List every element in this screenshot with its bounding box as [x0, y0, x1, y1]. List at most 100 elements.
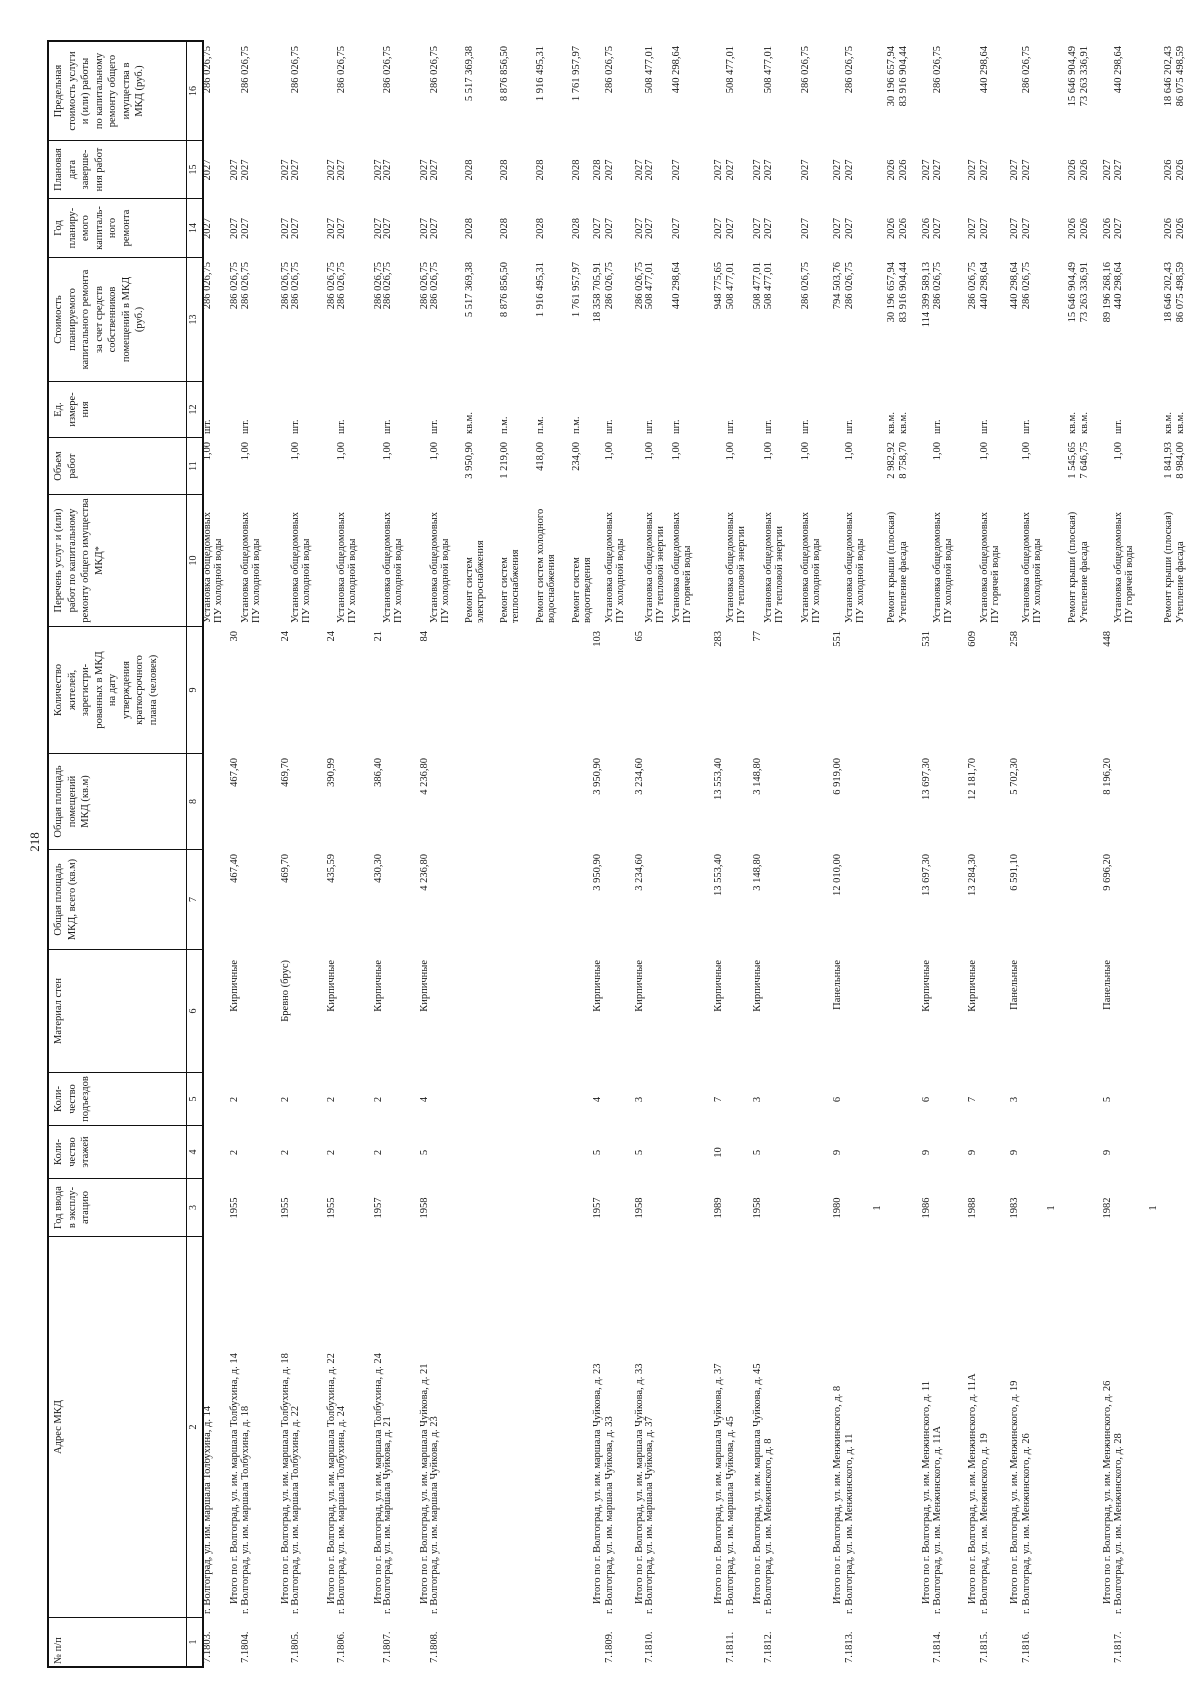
- record-number: 7.1807.: [382, 1631, 393, 1664]
- work-plan-date: 2028: [571, 159, 582, 181]
- work-limit-cost: 508 477,01: [644, 46, 655, 94]
- header-cell-col-4: Коли- чество этажей: [48, 1125, 187, 1179]
- record-address: г. Волгоград, ул. им. маршала Чуйкова, д…: [382, 1416, 393, 1614]
- work-unit: кв.м.: [1175, 412, 1186, 434]
- record-note: 1: [1046, 1205, 1057, 1211]
- work-plan-date: 2026: [1079, 159, 1090, 181]
- header-cell-col-14: Год планиру- емого капиталь- ного ремонт…: [48, 198, 187, 258]
- work-cost: 286 026,75: [604, 262, 615, 310]
- record-address: г. Волгоград, ул. им. Менжинского, д. 26: [1021, 1433, 1032, 1614]
- work-limit-cost: 508 477,01: [763, 46, 774, 94]
- work-limit-cost: 286 026,75: [604, 46, 615, 94]
- work-cost: 286 026,75: [382, 262, 393, 310]
- work-limit-cost: 1 761 957,97: [571, 46, 582, 102]
- work-volume: 1,00: [844, 442, 855, 461]
- work-year: 2027: [725, 218, 736, 239]
- work-volume: 418,00: [535, 442, 546, 471]
- work-cost: 286 026,75: [429, 262, 440, 310]
- work-cost: 1 916 495,31: [535, 262, 546, 318]
- work-unit: кв.м.: [1079, 412, 1090, 434]
- work-cost: 508 477,01: [725, 262, 736, 310]
- work-volume: 1,00: [290, 442, 301, 461]
- work-unit: шт.: [979, 419, 990, 434]
- record-number: 7.1805.: [290, 1631, 301, 1664]
- work-plan-date: 2027: [240, 159, 251, 181]
- work-limit-cost: 1 916 495,31: [535, 46, 546, 102]
- work-volume: 3 950,90: [464, 442, 475, 479]
- record-address: г. Волгоград, ул. им. маршала Чуйкова, д…: [604, 1416, 615, 1614]
- work-unit: п.м.: [499, 416, 510, 434]
- work-volume: 8 758,70: [898, 442, 909, 479]
- work-year: 2026: [1175, 218, 1186, 239]
- work-year: 2027: [644, 218, 655, 239]
- work-limit-cost: 440 298,64: [979, 46, 990, 94]
- record-number: 7.1817.: [1113, 1631, 1124, 1664]
- work-year: 2026: [898, 218, 909, 239]
- work-unit: шт.: [290, 419, 301, 434]
- record-address: г. Волгоград, ул. им. Менжинского, д. 11…: [932, 1426, 943, 1614]
- work-plan-date: 2027: [290, 159, 301, 181]
- record-number: 7.1814.: [932, 1631, 943, 1664]
- work-year: 2026: [1079, 218, 1090, 239]
- work-plan-date: 2027: [382, 159, 393, 181]
- work-cost: 8 876 856,50: [499, 262, 510, 318]
- work-year: 2028: [499, 218, 510, 239]
- work-cost: 286 026,75: [1021, 262, 1032, 310]
- work-year: 2027: [382, 218, 393, 239]
- work-cost: 440 298,64: [979, 262, 990, 310]
- work-volume: 1,00: [763, 442, 774, 461]
- work-year: 2027: [240, 218, 251, 239]
- work-cost: 286 026,75: [800, 262, 811, 310]
- record-address: г. Волгоград, ул. им. маршала Толбухина,…: [240, 1405, 251, 1614]
- work-plan-date: 2027: [202, 159, 213, 181]
- work-unit: шт.: [671, 419, 682, 434]
- work-volume: 1,00: [1021, 442, 1032, 461]
- work-cost: 440 298,64: [1113, 262, 1124, 310]
- record-address: г. Волгоград, ул. им. Менжинского, д. 28: [1113, 1433, 1124, 1614]
- record-note: 1: [872, 1205, 883, 1211]
- work-cost: 440 298,64: [671, 262, 682, 310]
- work-plan-date: 2027: [604, 159, 615, 181]
- work-limit-cost: 286 026,75: [844, 46, 855, 94]
- work-year: 2027: [844, 218, 855, 239]
- record-address: г. Волгоград, ул. им. Менжинского, д. 8: [763, 1438, 774, 1614]
- record-address: г. Волгоград, ул. им. маршала Чуйкова, д…: [429, 1416, 440, 1614]
- record-address: г. Волгоград, ул. им. маршала Чуйкова, д…: [725, 1416, 736, 1614]
- work-limit-cost: 440 298,64: [671, 46, 682, 94]
- work-volume: 7 646,75: [1079, 442, 1090, 479]
- work-plan-date: 2026: [1175, 159, 1186, 181]
- record-address: г. Волгоград, ул. им. Менжинского, д. 19: [979, 1433, 990, 1614]
- work-volume: 1,00: [932, 442, 943, 461]
- header-cell-col-12: Ед. измере- ния: [48, 381, 187, 438]
- work-unit: п.м.: [535, 416, 546, 434]
- work-cost: 286 026,75: [240, 262, 251, 310]
- record-number: 7.1812.: [763, 1631, 774, 1664]
- header-cell-col-10: Перечень услуг и (или) работ по капиталь…: [48, 494, 187, 627]
- work-plan-date: 2027: [336, 159, 347, 181]
- work-year: 2027: [763, 218, 774, 239]
- work-cost: 1 761 957,97: [571, 262, 582, 318]
- record-number: 7.1810.: [644, 1631, 655, 1664]
- work-unit: кв.м.: [464, 412, 475, 434]
- work-plan-date: 2027: [644, 159, 655, 181]
- work-limit-cost: 286 026,75: [382, 46, 393, 94]
- work-cost: 508 477,01: [763, 262, 774, 310]
- work-plan-date: 2027: [725, 159, 736, 181]
- work-plan-date: 2028: [535, 159, 546, 181]
- record-number: 7.1816.: [1021, 1631, 1032, 1664]
- work-plan-date: 2028: [464, 159, 475, 181]
- work-plan-date: 2027: [979, 159, 990, 181]
- work-unit: п.м.: [571, 416, 582, 434]
- header-cell-col-1: № п/п: [48, 1617, 187, 1667]
- work-year: 2027: [336, 218, 347, 239]
- work-plan-date: 2027: [671, 159, 682, 181]
- header-cell-col-11: Объем работ: [48, 437, 187, 495]
- work-volume: 1,00: [382, 442, 393, 461]
- work-year: 2027: [979, 218, 990, 239]
- work-volume: 1,00: [725, 442, 736, 461]
- record-number: 7.1809.: [604, 1631, 615, 1664]
- work-unit: шт.: [202, 419, 213, 434]
- work-cost: 286 026,75: [290, 262, 301, 310]
- work-limit-cost: 286 026,75: [336, 46, 347, 94]
